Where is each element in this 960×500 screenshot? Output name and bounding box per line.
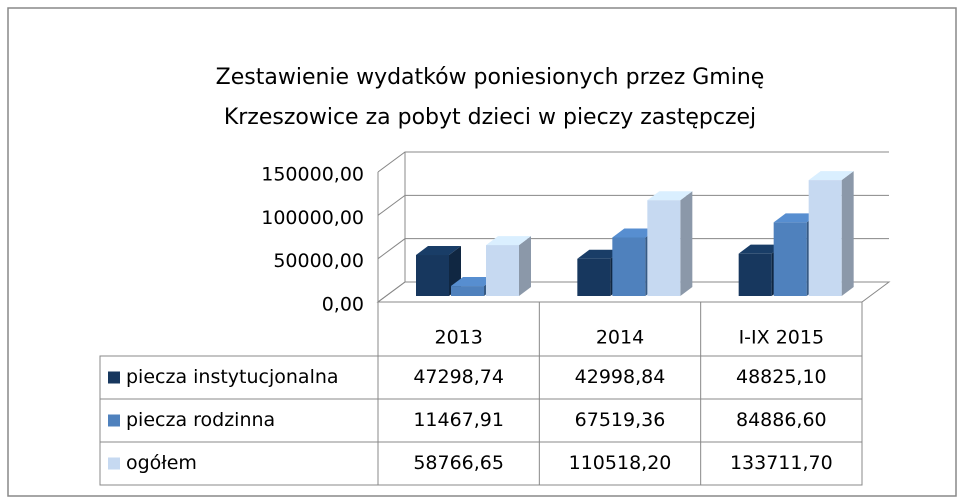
y-tick-label: 50000,00: [273, 250, 364, 272]
table-value: 47298,74: [413, 366, 504, 388]
bar-top: [647, 191, 693, 201]
x-tick-label: I-IX 2015: [739, 327, 824, 349]
bar-top: [451, 277, 496, 287]
bar: [416, 255, 449, 296]
bar-top: [773, 213, 819, 223]
legend-label: piecza instytucjonalna: [126, 366, 339, 388]
bar: [577, 258, 611, 296]
y-tick-label: 150000,00: [261, 164, 364, 186]
bar: [486, 245, 519, 296]
table-value: 110518,20: [569, 452, 672, 474]
grid-line: [377, 194, 889, 216]
table-value: 42998,84: [575, 366, 666, 388]
table-value: 48825,10: [736, 366, 827, 388]
grid-line: [377, 151, 889, 173]
grid-line: [377, 281, 889, 303]
bar: [647, 200, 681, 296]
chart-subtitle: Krzeszowice za pobyt dzieci w pieczy zas…: [224, 105, 756, 130]
y-tick-label: 0,00: [322, 294, 364, 316]
table-value: 67519,36: [575, 409, 666, 431]
bar-side: [680, 191, 693, 296]
legend-label: ogółem: [126, 452, 197, 474]
bar: [738, 253, 772, 296]
bar-top: [738, 244, 784, 254]
table-value: 133711,70: [730, 452, 833, 474]
bar: [451, 286, 484, 296]
y-tick-label: 100000,00: [261, 207, 364, 229]
table-value: 11467,91: [413, 409, 504, 431]
bar: [773, 222, 807, 296]
legend-key: [108, 457, 120, 470]
bar-top: [808, 171, 854, 181]
bar-side: [519, 236, 531, 296]
bar-top: [612, 228, 658, 238]
chart-title: Zestawienie wydatków poniesionych przez …: [216, 65, 765, 90]
bar-side: [841, 171, 854, 296]
grid-line: [377, 238, 889, 260]
bar-top: [416, 246, 461, 256]
bar-top: [486, 236, 531, 246]
table-frame: [99, 355, 863, 486]
legend-key: [108, 371, 120, 384]
legend-key: [108, 414, 120, 427]
legend-label: piecza rodzinna: [126, 409, 275, 431]
table-value: 84886,60: [736, 409, 827, 431]
bar-top: [577, 249, 623, 259]
bar: [612, 237, 646, 296]
table-value: 58766,65: [413, 452, 504, 474]
x-tick-label: 2014: [596, 327, 644, 349]
x-tick-label: 2013: [434, 327, 482, 349]
bar: [808, 180, 842, 296]
